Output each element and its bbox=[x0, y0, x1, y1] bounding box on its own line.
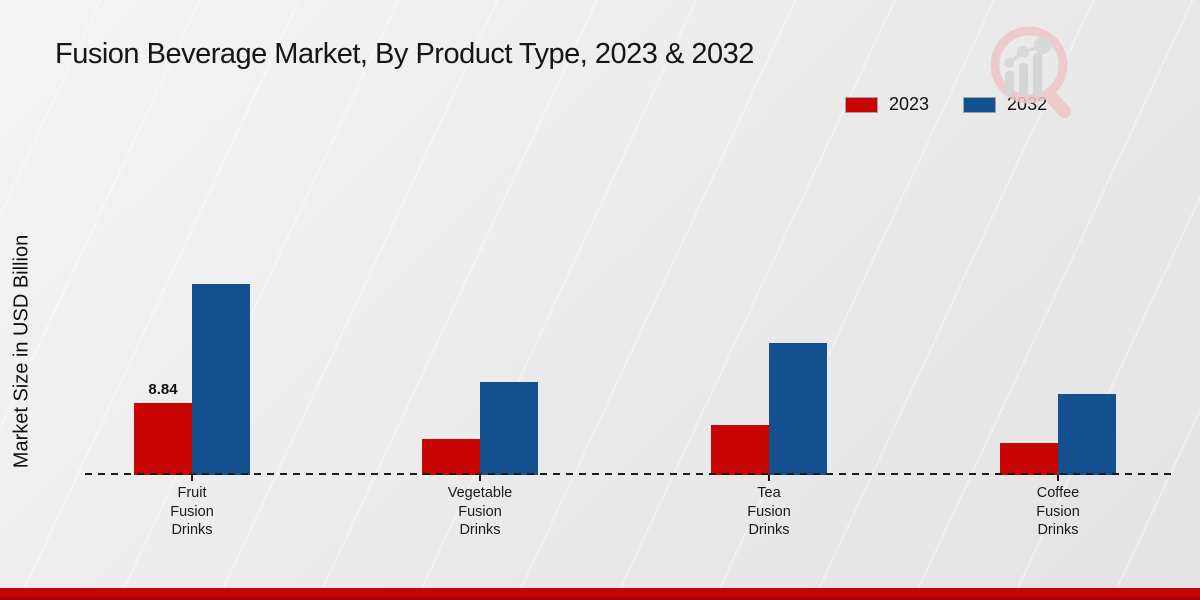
logo-dot-2-icon bbox=[1017, 46, 1029, 58]
legend-swatch-2032-icon bbox=[963, 96, 997, 113]
logo-bar-3-icon bbox=[1033, 53, 1042, 97]
legend: 2023 2032 bbox=[845, 94, 1047, 115]
legend-label-2032: 2032 bbox=[1007, 94, 1048, 114]
bar-2032-fruit-fusion-drinks bbox=[192, 284, 250, 475]
bar-2023-coffee-fusion-drinks bbox=[1000, 443, 1058, 475]
logo-dot-3-icon bbox=[1034, 36, 1052, 54]
bar-2023-tea-fusion-drinks bbox=[711, 425, 769, 475]
value-label-2023-fruit-fusion-drinks: 8.84 bbox=[148, 381, 178, 398]
legend-label-2023: 2023 bbox=[889, 94, 930, 114]
logo-trend-line-icon bbox=[1008, 44, 1043, 65]
logo-bar-2-icon bbox=[1019, 63, 1028, 97]
logo-dot-1-icon bbox=[1004, 58, 1014, 68]
bar-2032-vegetable-fusion-drinks bbox=[480, 382, 538, 475]
bar-2023-vegetable-fusion-drinks bbox=[422, 439, 480, 475]
y-axis-label: Market Size in USD Billion bbox=[10, 234, 33, 469]
bar-2032-tea-fusion-drinks bbox=[769, 343, 827, 475]
bar-2032-coffee-fusion-drinks bbox=[1058, 394, 1116, 475]
x-axis-tick-fruit-fusion-drinks bbox=[191, 475, 193, 481]
footer-accent-band bbox=[0, 588, 1200, 600]
category-label-tea-fusion-drinks: Tea Fusion Drinks bbox=[747, 485, 791, 538]
category-label-vegetable-fusion-drinks: Vegetable Fusion Drinks bbox=[447, 485, 513, 538]
x-axis-tick-vegetable-fusion-drinks bbox=[479, 475, 481, 481]
x-axis-baseline bbox=[85, 473, 1175, 475]
category-label-fruit-fusion-drinks: Fruit Fusion Drinks bbox=[170, 485, 214, 538]
legend-swatch-2023-icon bbox=[845, 96, 878, 113]
chart-title: Fusion Beverage Market, By Product Type,… bbox=[55, 38, 754, 70]
x-axis-tick-coffee-fusion-drinks bbox=[1057, 475, 1059, 481]
bar-2023-fruit-fusion-drinks bbox=[134, 403, 192, 475]
magnifier-lens-icon bbox=[990, 26, 1068, 104]
legend-item-2032: 2032 bbox=[963, 94, 1047, 115]
category-label-coffee-fusion-drinks: Coffee Fusion Drinks bbox=[1036, 485, 1080, 538]
x-axis-tick-tea-fusion-drinks bbox=[768, 475, 770, 481]
legend-item-2023: 2023 bbox=[845, 94, 929, 115]
